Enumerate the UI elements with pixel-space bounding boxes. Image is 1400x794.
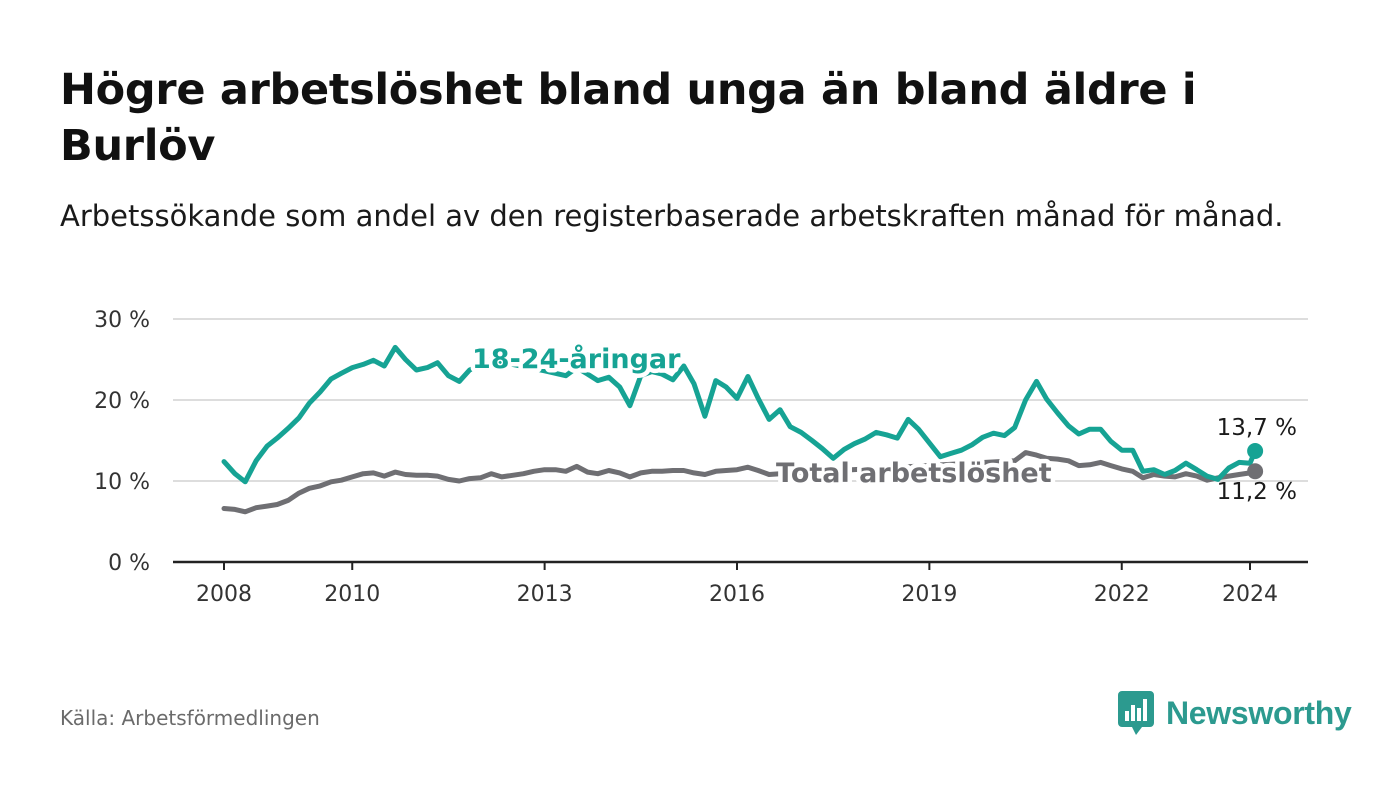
x-tick-label: 2022	[1094, 582, 1150, 607]
source-note: Källa: Arbetsförmedlingen	[60, 706, 320, 730]
x-tick-label: 2008	[196, 582, 252, 607]
y-axis-tick-labels: 0 % 10 % 20 % 30 %	[94, 308, 150, 576]
end-dot-18-24	[1247, 443, 1264, 460]
y-tick-label: 20 %	[94, 389, 150, 414]
series-line-18-24	[221, 344, 1258, 485]
chart-title: Högre arbetslöshet bland unga än bland ä…	[60, 65, 1197, 171]
series-label-18-24: 18-24-åringar	[472, 343, 681, 375]
x-axis: 2008 2010 2013 2016 2019 2022 2024	[173, 560, 1308, 607]
y-tick-label: 0 %	[108, 551, 150, 576]
x-tick-label: 2016	[709, 582, 765, 607]
x-tick-label: 2013	[517, 582, 573, 607]
y-tick-label: 30 %	[94, 308, 150, 333]
y-tick-label: 10 %	[94, 470, 150, 495]
newsworthy-chart-bubble-icon	[1118, 691, 1154, 735]
chart-subtitle: Arbetssökande som andel av den registerb…	[60, 199, 1284, 233]
line-chart: 0 % 10 % 20 % 30 % 2008 2010 2013 2016 2019 2022…	[94, 308, 1308, 607]
x-tick-label: 2010	[324, 582, 380, 607]
series-line-total	[221, 450, 1258, 515]
gridlines	[173, 318, 1308, 482]
brand-name: Newsworthy	[1166, 694, 1352, 731]
series-labels: Total arbetslöshet 18-24-åringar 13,7 % 11,…	[468, 339, 1298, 506]
end-value-label-18-24: 13,7 %	[1217, 415, 1297, 441]
x-tick-label: 2024	[1222, 582, 1278, 607]
end-value-label-total: 11,2 %	[1217, 479, 1297, 505]
brand-logo[interactable]: Newsworthy	[1118, 690, 1352, 736]
series-lines	[221, 344, 1258, 515]
x-tick-label: 2019	[901, 582, 957, 607]
series-label-total: Total arbetslöshet	[776, 458, 1052, 489]
end-dot-total	[1247, 463, 1264, 480]
